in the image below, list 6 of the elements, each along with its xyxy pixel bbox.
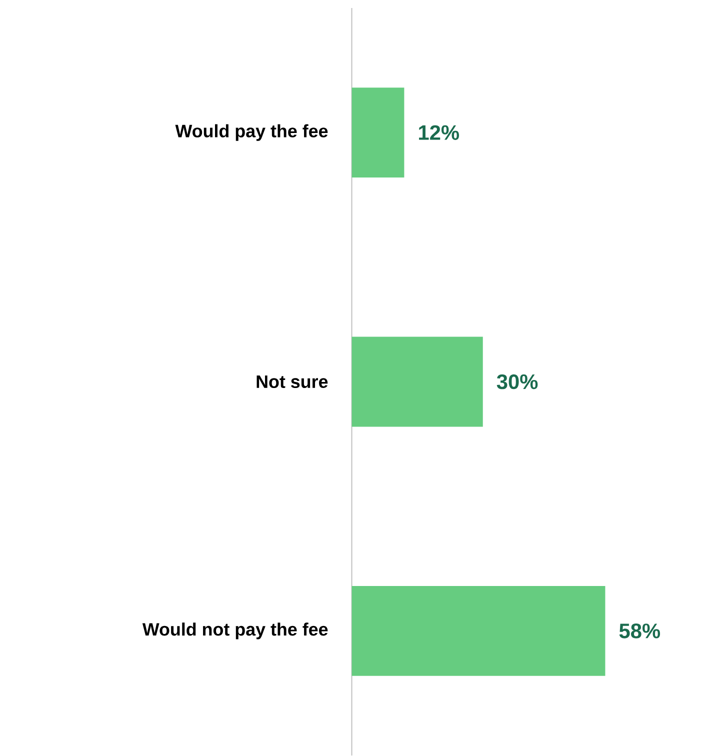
y-tick-label: Would pay the fee [176, 124, 328, 141]
y-tick-label: Not sure [257, 376, 328, 388]
data-label: 30% [497, 374, 538, 390]
y-tick-label: Would not pay the fee [142, 622, 328, 640]
data-label: 58% [620, 624, 660, 638]
data-label: 12% [419, 125, 460, 140]
